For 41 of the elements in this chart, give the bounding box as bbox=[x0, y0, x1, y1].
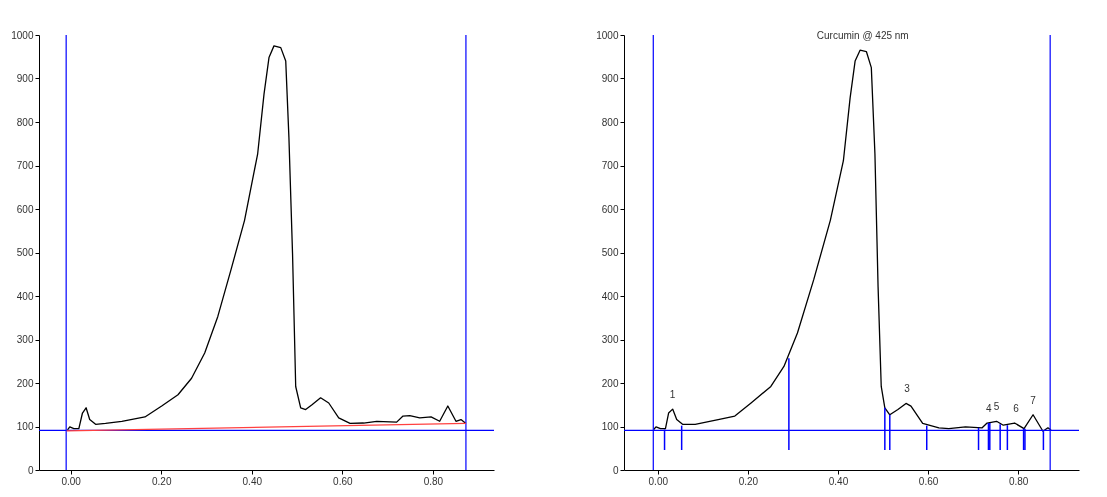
annotation: 7 bbox=[1030, 394, 1037, 406]
y-tick-label: 400 bbox=[16, 290, 34, 302]
y-tick-label: 800 bbox=[16, 116, 34, 128]
x-tick-label: 0.80 bbox=[1008, 475, 1029, 487]
x-tick-label: 0.00 bbox=[648, 475, 669, 487]
x-tick-label: 0.00 bbox=[61, 475, 82, 487]
line-series bbox=[66, 45, 467, 431]
y-tick-label: 0 bbox=[612, 464, 619, 476]
y-tick-label: 300 bbox=[601, 334, 619, 345]
y-tick-label: 300 bbox=[16, 334, 34, 345]
y-tick-label: 100 bbox=[16, 421, 34, 432]
annotation: 3 bbox=[904, 383, 911, 395]
y-tick-label: 0 bbox=[27, 464, 34, 476]
x-tick-label: 0.20 bbox=[152, 475, 172, 487]
annotation: 1 bbox=[669, 389, 676, 401]
annotation: 6 bbox=[1013, 403, 1020, 415]
y-tick-label: 600 bbox=[16, 203, 34, 215]
y-tick-label: 400 bbox=[601, 290, 619, 302]
annotation: 5 bbox=[993, 401, 1000, 413]
y-tick-label: 500 bbox=[16, 247, 34, 258]
y-tick-label: 800 bbox=[601, 116, 619, 128]
x-tick-label: 0.40 bbox=[242, 475, 263, 487]
annotation: 4 bbox=[986, 403, 993, 415]
y-tick-label: 900 bbox=[601, 73, 619, 84]
y-tick-label: 1000 bbox=[596, 29, 619, 41]
y-tick-label: 700 bbox=[16, 160, 34, 171]
x-tick-label: 0.20 bbox=[738, 475, 759, 487]
y-tick-label: 500 bbox=[601, 247, 619, 258]
y-tick-label: 200 bbox=[16, 377, 34, 389]
x-tick-label: 0.40 bbox=[828, 475, 849, 487]
y-tick-label: 900 bbox=[16, 73, 34, 84]
x-tick-label: 0.80 bbox=[423, 475, 444, 487]
y-tick-label: 1000 bbox=[11, 29, 34, 41]
line-series bbox=[653, 49, 1052, 432]
y-tick-label: 100 bbox=[601, 421, 619, 432]
annotation: Curcumin @ 425 nm bbox=[816, 30, 909, 42]
x-tick-label: 0.60 bbox=[333, 475, 353, 487]
y-tick-label: 600 bbox=[601, 203, 619, 215]
y-tick-label: 700 bbox=[601, 160, 619, 171]
y-tick-label: 200 bbox=[601, 377, 619, 389]
x-tick-label: 0.60 bbox=[918, 475, 939, 487]
